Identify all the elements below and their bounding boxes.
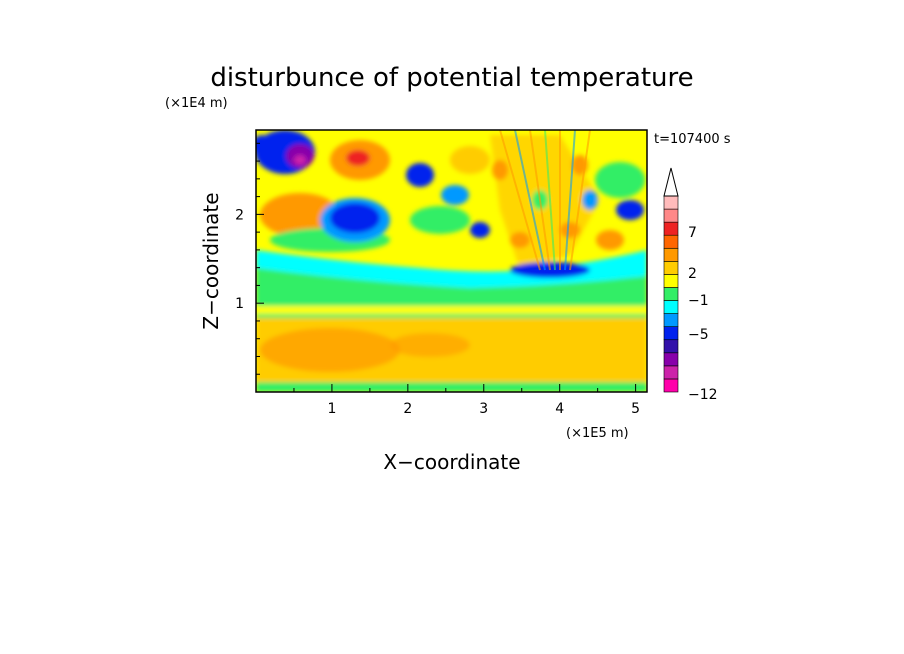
contour-field (256, 130, 647, 392)
colorbar-swatch (663, 352, 679, 367)
x-tick-label: 1 (327, 401, 336, 417)
x-axis-ticks: 1 2 3 4 5 (293, 384, 640, 417)
x-axis-label: X−coordinate (383, 450, 520, 474)
colorbar-tick-label: −12 (688, 387, 718, 403)
x-tick-label: 3 (479, 401, 488, 417)
colorbar-tick-label: −1 (688, 293, 709, 309)
colorbar-swatch (663, 195, 679, 210)
x-tick-label: 4 (555, 401, 564, 417)
x-tick-label: 5 (631, 401, 640, 417)
y-tick-label: 2 (235, 207, 244, 223)
chart-title: disturbunce of potential temperature (210, 63, 693, 93)
colorbar-tick-label: 2 (688, 266, 697, 282)
colorbar-swatch (663, 326, 679, 341)
colorbar-swatch (663, 247, 679, 262)
colorbar-swatch (663, 378, 679, 393)
colorbar-tick-label: −5 (688, 327, 709, 343)
colorbar-swatch (663, 300, 679, 314)
y-tick-label: 1 (235, 296, 244, 312)
colorbar-swatch (663, 208, 679, 223)
colorbar-tick-label: 7 (688, 225, 697, 241)
x-tick-label: 2 (403, 401, 412, 417)
colorbar-swatch (663, 313, 679, 327)
y-axis-ticks: 12 (235, 142, 264, 375)
colorbar-extend-arrow (663, 167, 679, 197)
y-scale-label: (×1E4 m) (165, 96, 228, 111)
colorbar-swatch (663, 274, 679, 288)
colorbar: 7 2 −1 −5 −12 (663, 167, 718, 403)
time-label: t=107400 s (654, 132, 731, 147)
plot-frame (255, 129, 648, 393)
colorbar-swatch (663, 365, 679, 380)
colorbar-swatch (663, 234, 679, 249)
colorbar-swatch (663, 261, 679, 275)
colorbar-swatch (663, 287, 679, 301)
x-scale-label: (×1E5 m) (566, 426, 629, 441)
colorbar-swatch (663, 339, 679, 354)
colorbar-swatch (663, 221, 679, 236)
y-axis-label: Z−coordinate (199, 192, 223, 329)
